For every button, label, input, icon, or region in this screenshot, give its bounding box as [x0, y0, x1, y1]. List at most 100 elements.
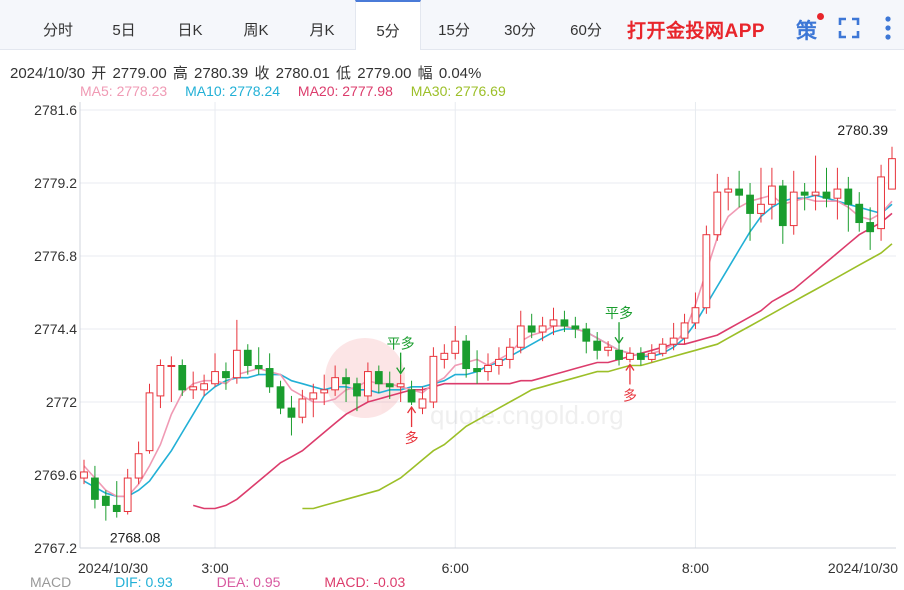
candle-body — [658, 343, 667, 354]
candle-body — [462, 340, 471, 370]
open-label: 开 — [91, 65, 107, 82]
candle — [691, 292, 700, 329]
candle-body — [353, 383, 361, 397]
candle — [287, 395, 296, 436]
candle — [145, 383, 154, 454]
close-long-signal-label: 平多 — [387, 336, 415, 352]
candle — [713, 173, 722, 241]
ma5-legend: MA5: 2778.23 — [80, 83, 168, 99]
down-arrow-icon — [396, 367, 406, 375]
candle — [211, 353, 219, 387]
candle — [407, 380, 416, 406]
tab-daily-k[interactable]: 日K — [177, 22, 203, 39]
ma30-line — [302, 243, 893, 510]
candle-body — [484, 365, 492, 373]
candle — [571, 316, 580, 339]
candle — [473, 350, 481, 384]
tab-monthly-k[interactable]: 月K — [309, 22, 335, 39]
candle — [702, 225, 711, 314]
tab-fenshi[interactable]: 分时 — [42, 22, 73, 39]
candle-body — [80, 471, 88, 479]
ma10-legend: MA10: 2778.24 — [185, 83, 281, 99]
candle-body — [167, 365, 176, 367]
tab-30min[interactable]: 30分 — [504, 22, 536, 39]
candle-body — [123, 477, 132, 512]
ma10-line — [83, 194, 893, 498]
candle — [800, 183, 809, 211]
candle — [101, 490, 110, 521]
macd-value-legend: MACD: -0.03 — [324, 574, 406, 590]
tab-15min[interactable]: 15分 — [438, 22, 470, 39]
candle — [822, 167, 831, 208]
candle-body — [200, 383, 208, 391]
ohlc-summary: 2024/10/30 开 2779.00 高 2780.39 收 2780.01… — [10, 62, 483, 83]
candle-body — [800, 191, 809, 196]
candle-body — [254, 365, 263, 370]
candle — [232, 319, 241, 384]
tab-5min[interactable]: 5分 — [355, 0, 421, 50]
candle-body — [636, 352, 645, 360]
candle-body — [298, 398, 307, 418]
candle-body — [134, 453, 143, 479]
close-long-signal-label: 平多 — [605, 305, 633, 321]
candle — [440, 344, 449, 369]
candle — [178, 359, 187, 396]
candle — [156, 359, 165, 409]
open-app-link[interactable]: 打开金投网APP — [627, 21, 766, 42]
candle — [276, 380, 285, 415]
macd-legend: MACD DIF: 0.93 DEA: 0.95 MACD: -0.03 — [30, 574, 445, 590]
candle-body — [691, 307, 700, 324]
fullscreen-icon[interactable] — [838, 17, 860, 39]
x-tick-label: 8:00 — [682, 560, 709, 576]
tab-60min[interactable]: 60分 — [570, 22, 602, 39]
candle — [112, 481, 121, 518]
candle-body — [309, 392, 318, 400]
candle-body — [811, 191, 820, 196]
candle-body — [604, 346, 612, 351]
candle — [560, 310, 569, 333]
candle-body — [582, 328, 591, 342]
candle-body — [680, 322, 689, 339]
amplitude-label: 幅 — [417, 65, 433, 82]
candle — [888, 146, 896, 190]
candle-body — [669, 337, 678, 345]
low-label: 低 — [336, 65, 352, 82]
candle-body — [418, 398, 427, 409]
candle-body — [724, 188, 733, 193]
candle-body — [527, 325, 536, 333]
candle — [855, 192, 864, 232]
candle-body — [877, 176, 885, 230]
candle-body — [473, 368, 481, 373]
open-value: 2779.00 — [112, 65, 167, 82]
candle — [735, 170, 744, 208]
tab-weekly-k[interactable]: 周K — [243, 22, 269, 39]
candle — [680, 313, 689, 345]
y-tick-label: 2776.8 — [34, 248, 77, 264]
more-options-icon[interactable] — [878, 14, 898, 42]
candle — [757, 167, 765, 223]
candle — [669, 322, 678, 351]
candle — [549, 307, 558, 336]
candle-body — [112, 504, 121, 512]
candle — [615, 344, 623, 366]
candle — [593, 332, 602, 360]
candle — [331, 365, 340, 396]
candle — [134, 441, 143, 485]
candle — [91, 465, 99, 509]
candle — [462, 335, 471, 378]
candle-body — [451, 340, 460, 354]
macd-title: MACD — [30, 574, 72, 590]
candle — [385, 371, 394, 399]
strategy-button[interactable]: 策 — [796, 20, 817, 43]
candle-body — [778, 185, 787, 227]
high-label: 高 — [172, 65, 188, 82]
candle — [167, 356, 176, 402]
candle-body — [91, 477, 99, 500]
y-tick-label: 2767.2 — [34, 540, 77, 556]
candle-body — [538, 325, 547, 333]
tab-5day[interactable]: 5日 — [112, 22, 136, 39]
up-arrow-icon — [625, 363, 635, 371]
candle-body — [768, 185, 776, 205]
candle-body — [178, 365, 187, 391]
